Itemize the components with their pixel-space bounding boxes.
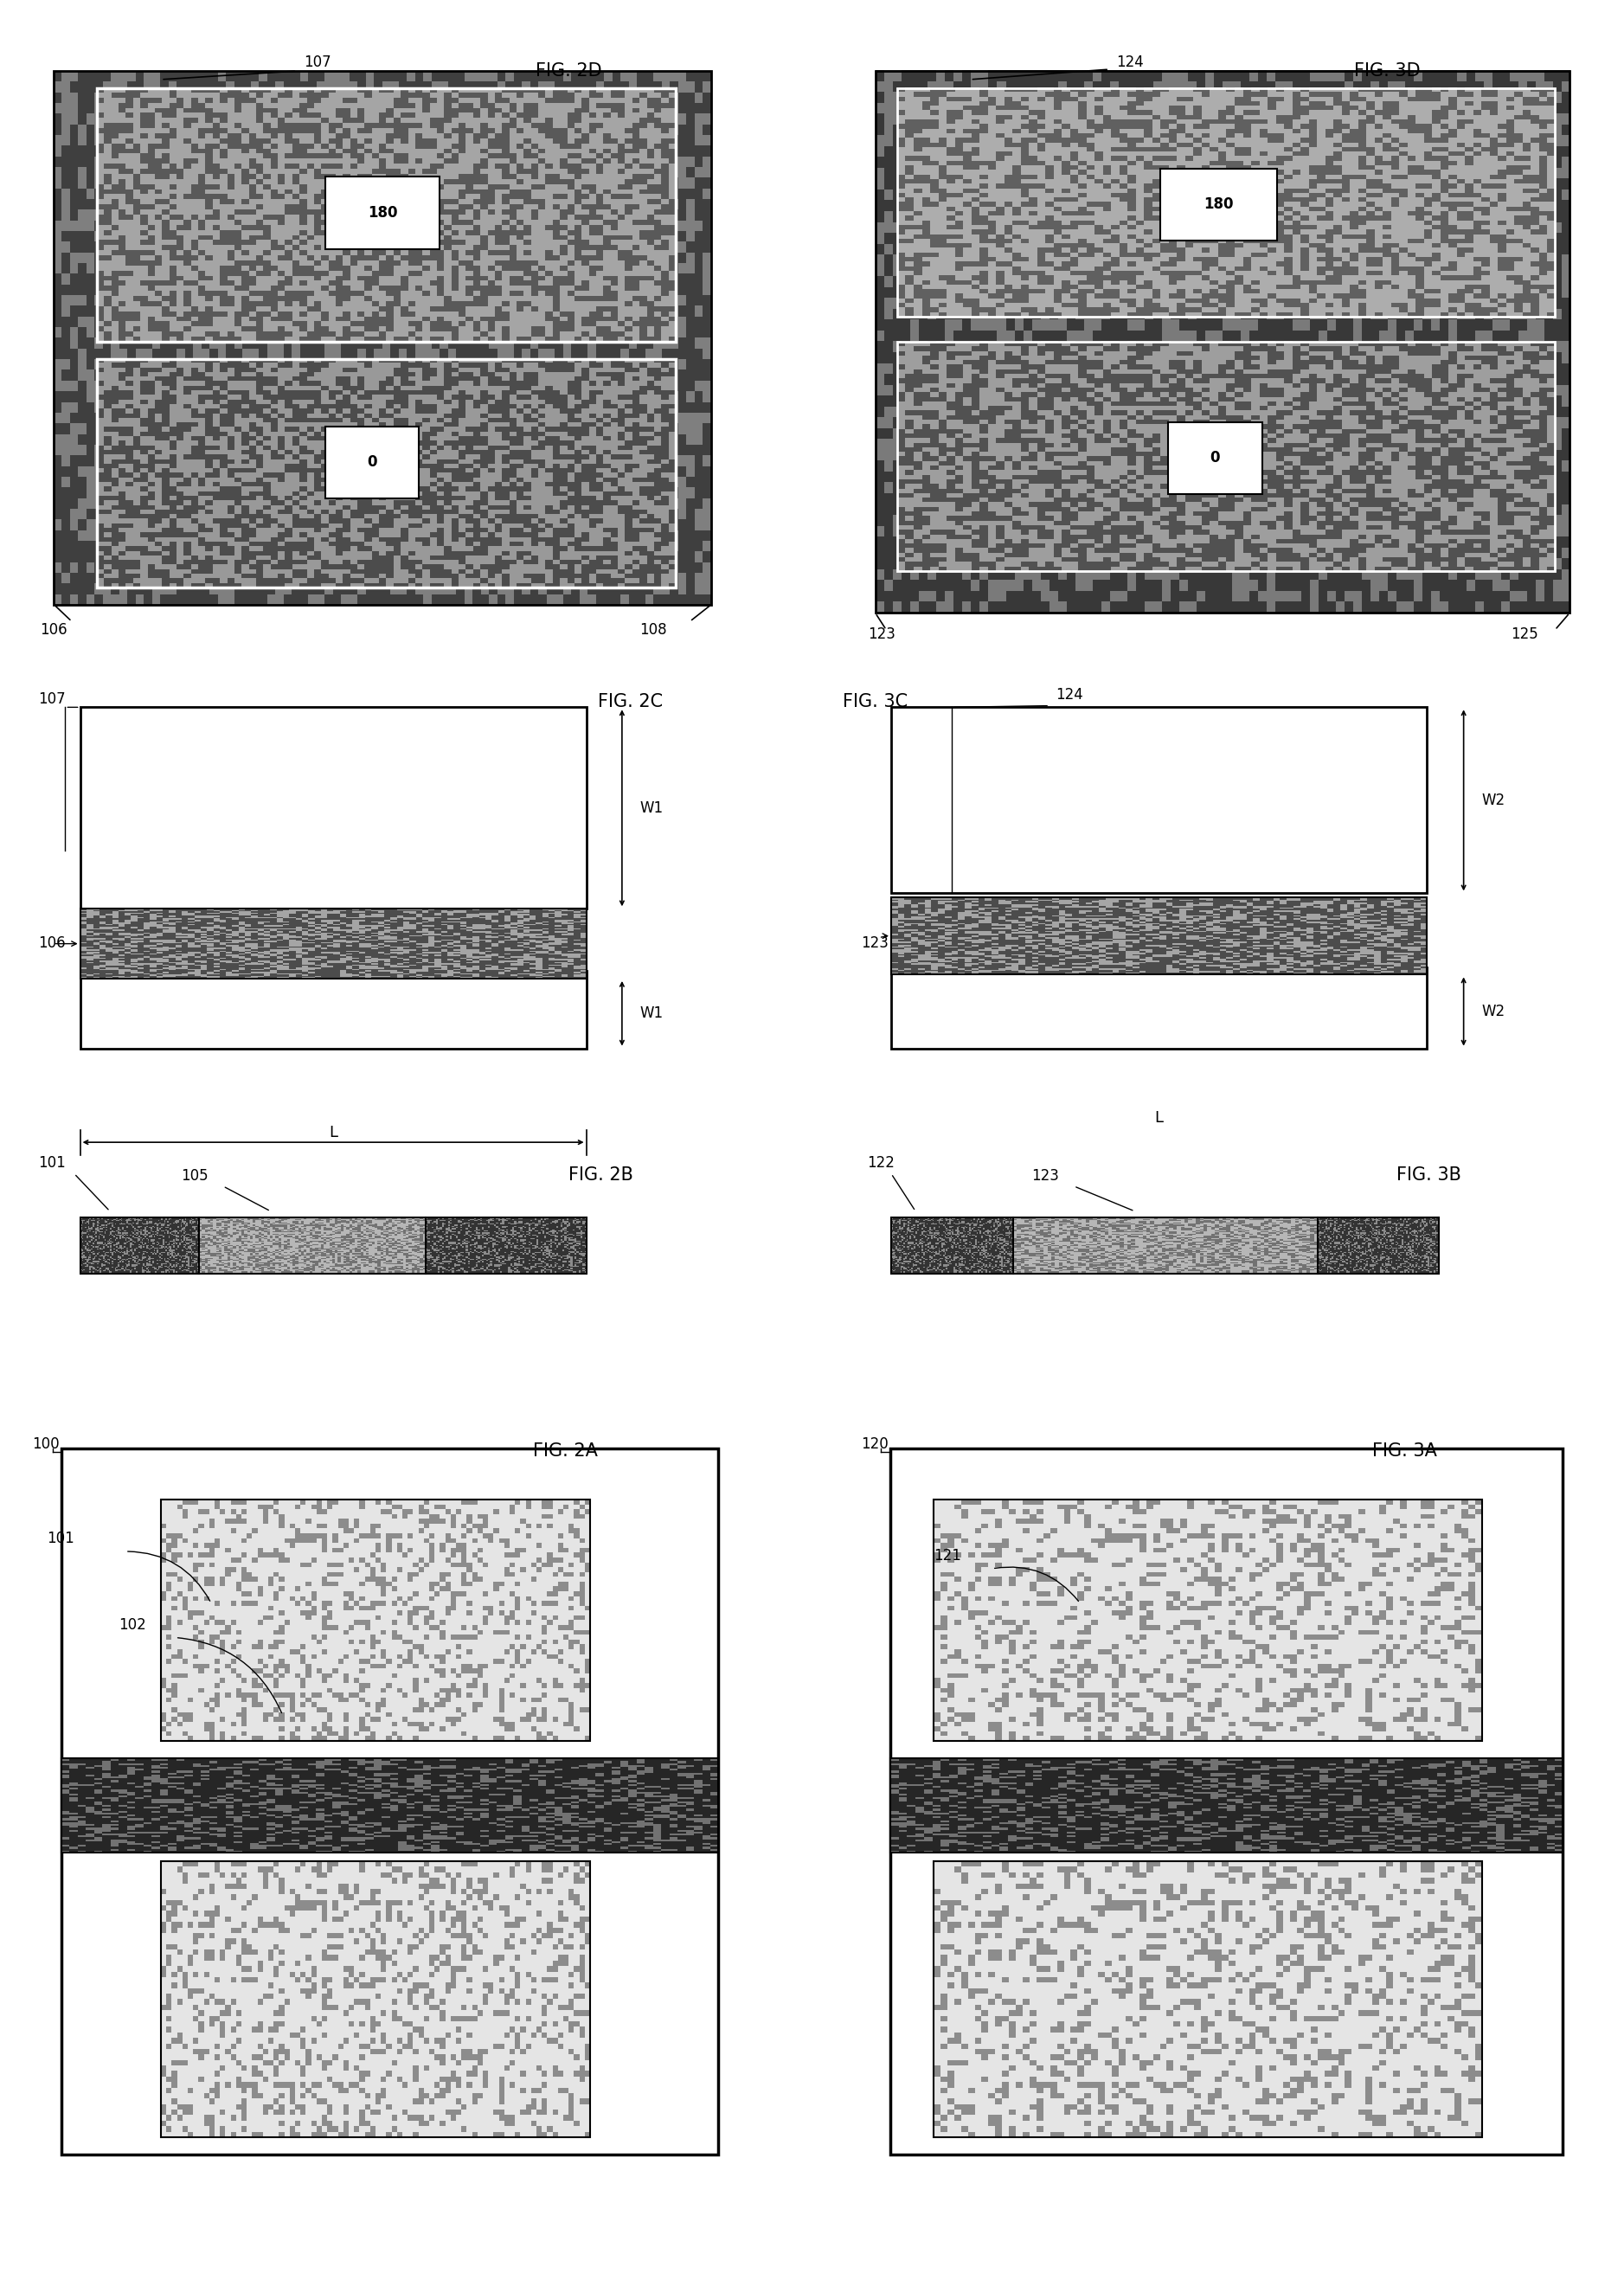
Bar (896, 342, 1554, 570)
Text: 120: 120 (861, 1436, 888, 1452)
Text: 0: 0 (1210, 449, 1220, 465)
Text: 107: 107 (304, 55, 331, 71)
Text: 125: 125 (1510, 627, 1538, 643)
Bar (890, 1758, 1562, 1854)
Bar (1168, 422, 1263, 495)
Text: 108: 108 (640, 622, 667, 638)
Text: 121: 121 (934, 1548, 961, 1564)
Bar (62, 1758, 718, 1854)
Bar (934, 1500, 1483, 1742)
Bar (896, 89, 1554, 317)
Text: W2: W2 (1481, 1003, 1505, 1019)
Text: W1: W1 (640, 1005, 663, 1021)
Text: 102: 102 (119, 1617, 146, 1632)
Text: FIG. 3D: FIG. 3D (1354, 62, 1419, 80)
Text: 123: 123 (861, 935, 888, 951)
Bar (97, 358, 676, 588)
Bar (892, 896, 1427, 976)
Bar (80, 910, 586, 978)
Text: FIG. 2B: FIG. 2B (568, 1165, 633, 1183)
Text: 101: 101 (39, 1156, 67, 1172)
Bar (1160, 169, 1276, 239)
Bar (80, 707, 586, 910)
Text: FIG. 3B: FIG. 3B (1397, 1165, 1462, 1183)
Bar (934, 1860, 1483, 2136)
Text: 100: 100 (32, 1436, 60, 1452)
Text: FIG. 2C: FIG. 2C (598, 693, 663, 711)
Text: FIG. 2A: FIG. 2A (533, 1443, 598, 1459)
Bar (97, 89, 676, 342)
Bar (325, 426, 419, 499)
Text: 107: 107 (39, 691, 67, 707)
Text: 106: 106 (39, 622, 67, 638)
Text: W1: W1 (640, 800, 663, 816)
Bar (80, 971, 586, 1049)
Text: 101: 101 (47, 1530, 75, 1546)
Text: 123: 123 (1031, 1167, 1059, 1183)
Text: 180: 180 (367, 205, 398, 221)
Text: 124: 124 (1056, 686, 1083, 702)
Bar (892, 707, 1427, 894)
Text: 0: 0 (367, 454, 377, 470)
Text: L: L (1155, 1110, 1163, 1126)
Bar (80, 1218, 586, 1275)
Text: 180: 180 (1203, 196, 1234, 212)
Text: 122: 122 (867, 1156, 895, 1172)
Text: FIG. 3C: FIG. 3C (843, 693, 908, 711)
Text: 105: 105 (182, 1167, 209, 1183)
Text: FIG. 2D: FIG. 2D (536, 62, 601, 80)
Text: FIG. 3A: FIG. 3A (1372, 1443, 1437, 1459)
Bar (325, 178, 440, 249)
Text: 124: 124 (1117, 55, 1143, 71)
Bar (892, 967, 1427, 1049)
Bar (892, 1218, 1439, 1275)
Text: 123: 123 (867, 627, 895, 643)
Text: 106: 106 (39, 935, 67, 951)
Text: W2: W2 (1481, 793, 1505, 807)
Bar (161, 1500, 590, 1742)
Bar (161, 1860, 590, 2136)
Text: L: L (330, 1124, 338, 1140)
